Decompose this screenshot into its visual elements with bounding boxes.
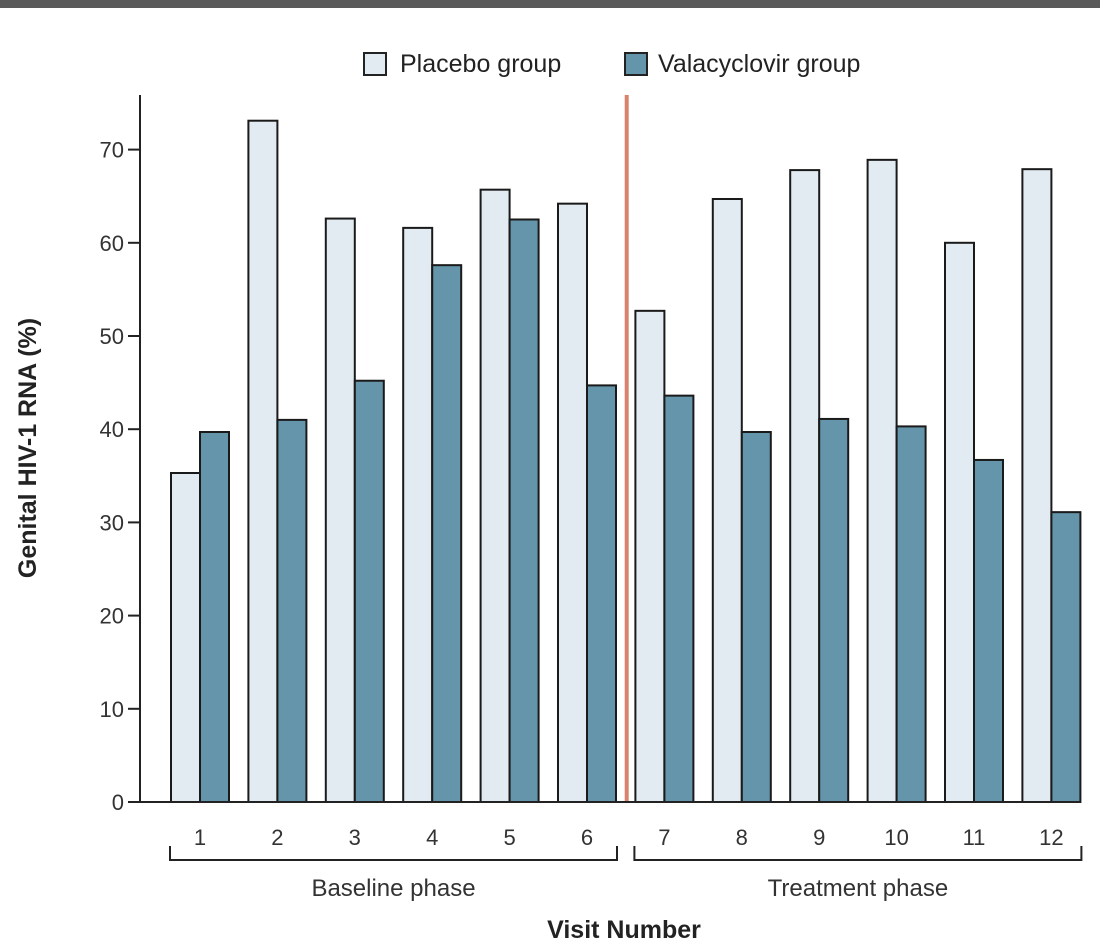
bar-placebo-visit-4 <box>402 226 434 803</box>
bar-valacyclovir-visit-7 <box>663 394 695 803</box>
x-tick-label-6: 6 <box>581 825 593 850</box>
y-axis: 0 10 20 30 40 50 60 70 <box>100 95 141 815</box>
bar-valacyclovir-visit-12 <box>1050 511 1082 803</box>
bar-placebo-visit-8 <box>711 197 743 804</box>
x-tick-label-1: 1 <box>194 825 206 850</box>
x-tick-label-9: 9 <box>813 825 825 850</box>
bar-placebo-visit-5 <box>479 188 511 803</box>
y-tick-label-60: 60 <box>100 231 124 256</box>
bar-placebo-visit-11 <box>944 241 975 804</box>
bar-valacyclovir-visit-10 <box>895 425 927 803</box>
top-rule <box>0 0 1100 8</box>
y-tick-label-50: 50 <box>100 324 124 349</box>
bar-valacyclovir-visit-9 <box>818 417 850 803</box>
x-tick-label-11: 11 <box>963 825 986 850</box>
bar-valacyclovir-visit-4 <box>431 264 463 803</box>
bar-placebo-visit-1 <box>170 472 201 803</box>
x-tick-label-12: 12 <box>1039 825 1063 850</box>
legend: Placebo group Valacyclovir group <box>363 50 860 78</box>
bar-valacyclovir-visit-5 <box>508 218 540 803</box>
y-tick-label-0: 0 <box>112 790 124 815</box>
bar-placebo-visit-9 <box>789 169 821 803</box>
bar-placebo-visit-2 <box>247 119 279 803</box>
y-tick-label-70: 70 <box>100 138 124 163</box>
x-tick-label-2: 2 <box>271 825 283 850</box>
x-tick-label-10: 10 <box>884 825 908 850</box>
phase-label-treatment: Treatment phase <box>768 875 949 902</box>
bar-valacyclovir-visit-1 <box>199 430 230 803</box>
bar-placebo-visit-3 <box>324 217 356 803</box>
y-tick-label-10: 10 <box>100 697 124 722</box>
x-tick-label-7: 7 <box>658 825 670 850</box>
y-tick-label-20: 20 <box>100 604 124 629</box>
bar-placebo-visit-7 <box>634 309 666 803</box>
y-tick-label-40: 40 <box>100 417 124 442</box>
y-tick-label-30: 30 <box>100 510 124 535</box>
bar-placebo-visit-6 <box>557 202 588 803</box>
x-tick-label-4: 4 <box>426 825 438 850</box>
x-tick-label-8: 8 <box>736 825 748 850</box>
legend-swatch-valacyclovir <box>624 52 648 76</box>
bracket-treatment <box>633 846 1083 861</box>
x-axis-title: Visit Number <box>547 916 701 944</box>
x-tick-label-5: 5 <box>503 825 515 850</box>
bar-valacyclovir-visit-2 <box>276 418 308 803</box>
phase-brackets: Baseline phase Treatment phase <box>169 846 1083 902</box>
legend-swatch-placebo <box>363 52 387 76</box>
bar-valacyclovir-visit-6 <box>586 384 617 803</box>
phase-label-baseline: Baseline phase <box>311 875 475 902</box>
legend-label-placebo: Placebo group <box>400 50 561 78</box>
bar-valacyclovir-visit-3 <box>353 379 385 803</box>
bar-valacyclovir-visit-11 <box>973 458 1004 803</box>
x-tick-label-3: 3 <box>349 825 361 850</box>
bar-valacyclovir-visit-8 <box>740 430 772 803</box>
bar-placebo-visit-12 <box>1021 168 1053 803</box>
bars <box>170 95 1082 804</box>
legend-label-valacyclovir: Valacyclovir group <box>658 50 860 78</box>
bracket-baseline <box>169 846 618 861</box>
bar-placebo-visit-10 <box>866 158 898 804</box>
y-axis-title: Genital HIV-1 RNA (%) <box>14 318 42 578</box>
x-axis: 1 2 3 4 5 6 7 8 9 10 11 12 <box>140 801 1080 850</box>
